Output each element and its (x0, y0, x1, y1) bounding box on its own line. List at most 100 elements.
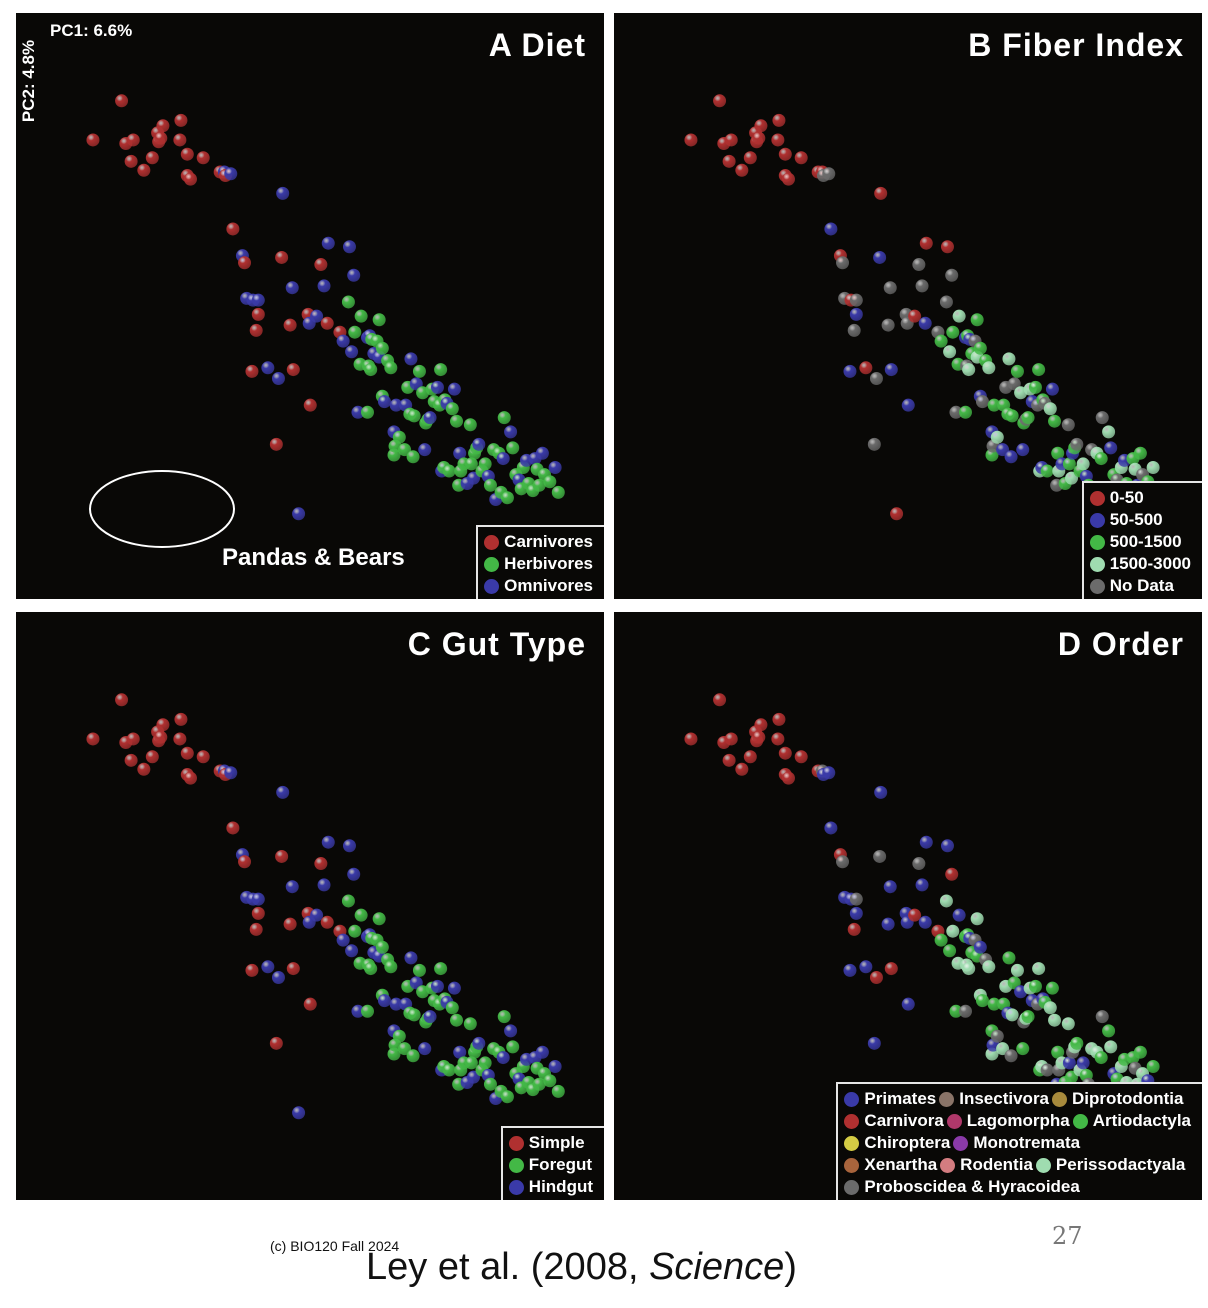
data-point (450, 414, 464, 428)
legend-item: Omnivores (484, 576, 593, 596)
data-point (1021, 1010, 1035, 1024)
data-point (418, 1042, 432, 1056)
data-point (1048, 1013, 1062, 1027)
data-point (771, 133, 785, 147)
legend-row: Omnivores (484, 575, 596, 597)
legend-item: 0-50 (1089, 488, 1144, 508)
legend-item: Hindgut (508, 1177, 593, 1197)
data-point (1146, 460, 1160, 474)
legend-swatch (1089, 512, 1105, 528)
data-point (351, 405, 365, 419)
data-point (939, 295, 953, 309)
data-point (156, 119, 170, 133)
data-point (1002, 352, 1016, 366)
data-point (962, 962, 976, 976)
data-point (1043, 1001, 1057, 1015)
data-point (269, 1036, 283, 1050)
data-point (249, 323, 263, 337)
data-point (156, 718, 170, 732)
data-point (987, 997, 1001, 1011)
legend-item: Insectivora (939, 1089, 1049, 1109)
legend-swatch (940, 1157, 956, 1173)
data-point (434, 363, 448, 377)
legend-swatch (484, 578, 500, 594)
data-point (292, 507, 306, 521)
data-point (1102, 425, 1116, 439)
data-point (873, 849, 887, 863)
data-point (996, 1042, 1010, 1056)
data-point (1061, 418, 1075, 432)
data-point (423, 411, 437, 425)
data-point (336, 334, 350, 348)
legend-item: Foregut (508, 1155, 592, 1175)
data-point (478, 457, 492, 471)
data-point (772, 712, 786, 726)
data-point (752, 730, 766, 744)
data-point (1133, 446, 1147, 460)
data-point (245, 963, 259, 977)
data-point (794, 750, 808, 764)
legend-row: Proboscidea & Hyracoidea (844, 1176, 1194, 1198)
data-point (317, 878, 331, 892)
data-point (126, 133, 140, 147)
legend-row: Xenartha Rodentia Perissodactyala (844, 1154, 1194, 1176)
legend-item: Xenartha (844, 1155, 937, 1175)
data-point (412, 364, 426, 378)
data-point (535, 446, 549, 460)
legend-item: 500-1500 (1089, 532, 1182, 552)
data-point (464, 457, 478, 471)
data-point (407, 1008, 421, 1022)
legend: 0-50 50-500 500-1500 1500-3000 No Data (1081, 481, 1202, 599)
data-point (918, 316, 932, 330)
data-point (472, 1036, 486, 1050)
data-point (684, 133, 698, 147)
data-point (384, 361, 398, 375)
data-point (724, 732, 738, 746)
data-point (275, 849, 289, 863)
legend-swatch (844, 1113, 860, 1129)
data-point (548, 1059, 562, 1073)
legend-label: Artiodactyla (1092, 1111, 1191, 1130)
data-point (949, 405, 963, 419)
data-point (901, 997, 915, 1011)
data-point (781, 771, 795, 785)
legend-swatch (844, 1157, 860, 1173)
legend-row: Foregut (508, 1154, 596, 1176)
data-point (946, 924, 960, 938)
data-point (943, 944, 957, 958)
data-point (1104, 1040, 1118, 1054)
legend-label: Perissodactyala (1055, 1155, 1186, 1174)
data-point (354, 309, 368, 323)
data-point (946, 325, 960, 339)
data-point (467, 471, 480, 485)
legend-item: Monotremata (953, 1133, 1080, 1153)
data-point (881, 318, 895, 332)
legend-item: Perissodactyala (1035, 1155, 1186, 1175)
legend-swatch (844, 1091, 860, 1107)
data-point (348, 325, 362, 339)
data-point (1076, 1056, 1090, 1070)
data-point (347, 268, 361, 282)
data-point (238, 256, 252, 270)
data-point (137, 163, 151, 177)
data-point (275, 250, 289, 264)
data-point (321, 236, 335, 250)
data-point (196, 750, 210, 764)
data-point (453, 446, 467, 460)
legend-row: 50-500 (1089, 509, 1194, 531)
data-point (261, 361, 275, 375)
data-point (137, 762, 151, 776)
data-point (1010, 963, 1024, 977)
legend-row: Primates Insectivora Diprotodontia (844, 1088, 1194, 1110)
legend-item: No Data (1089, 576, 1174, 596)
legend-swatch (844, 1135, 860, 1151)
data-point (269, 437, 283, 451)
legend-swatch (484, 556, 500, 572)
legend-label: Carnivores (504, 532, 593, 551)
data-point (722, 154, 736, 168)
data-point (843, 963, 857, 977)
data-point (975, 994, 989, 1008)
data-point (375, 940, 389, 954)
data-point (836, 855, 850, 869)
data-point (1094, 1051, 1108, 1065)
